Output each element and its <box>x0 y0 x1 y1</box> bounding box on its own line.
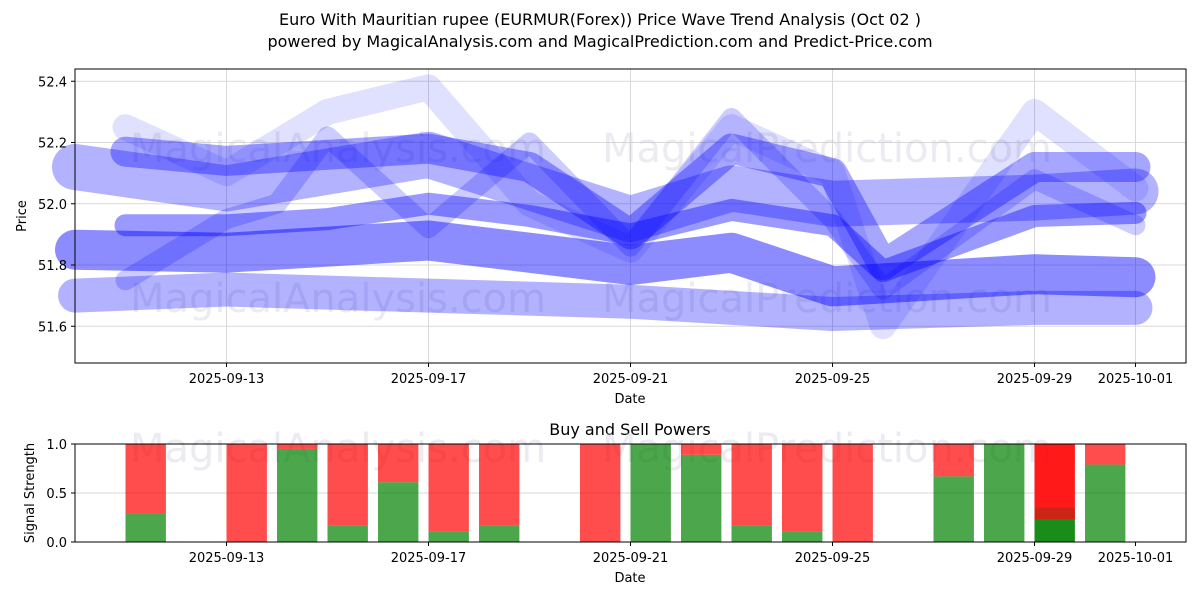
signal-x-tick-label: 2025-09-21 <box>593 551 669 566</box>
buy-sell-chart: Buy and Sell Powers MagicalAnalysis.com … <box>23 420 1186 586</box>
sell-bar <box>782 444 822 531</box>
signal-x-tick-label: 2025-09-29 <box>997 551 1073 566</box>
buy-bar <box>631 444 671 542</box>
sell-bar <box>934 444 974 476</box>
buy-bar <box>782 531 822 542</box>
price-y-tick-label: 52.0 <box>38 198 67 213</box>
signal-x-tick-label: 2025-10-01 <box>1098 551 1174 566</box>
price-x-tick-label: 2025-09-13 <box>189 372 265 387</box>
signal-x-tick-label: 2025-09-17 <box>391 551 467 566</box>
buy-bar <box>1085 465 1125 542</box>
price-x-tick-label: 2025-09-17 <box>391 372 467 387</box>
buy-bar <box>934 476 974 542</box>
buy-bar <box>277 449 317 542</box>
sell-bar <box>681 444 721 455</box>
buy-bar <box>328 525 368 542</box>
price-x-axis-label: Date <box>614 392 645 407</box>
price-y-tick-label: 51.6 <box>38 320 67 335</box>
buy-bar <box>126 514 166 542</box>
signal-x-tick-label: 2025-09-13 <box>189 551 265 566</box>
signal-y-axis-label: Signal Strength <box>23 443 38 543</box>
signal-y-tick-label: 0.5 <box>46 487 67 502</box>
chart-canvas: MagicalAnalysis.com MagicalPrediction.co… <box>0 0 1200 600</box>
sell-bar <box>580 444 620 542</box>
overlap-band <box>1035 508 1075 520</box>
sell-bar <box>732 444 772 525</box>
signal-x-ticks: 2025-09-13 2025-09-17 2025-09-21 2025-09-25… <box>189 542 1174 566</box>
sell-bar <box>378 444 418 482</box>
buy-bar <box>984 444 1024 542</box>
buy-bar <box>681 455 721 542</box>
price-y-tick-label: 52.4 <box>38 75 67 90</box>
signal-x-tick-label: 2025-09-25 <box>795 551 871 566</box>
sell-bar <box>277 444 317 449</box>
price-y-tick-label: 51.8 <box>38 259 67 274</box>
buy-bar <box>429 531 469 542</box>
signal-y-tick-label: 0.0 <box>46 536 67 551</box>
buy-bar <box>1035 519 1075 542</box>
price-x-tick-label: 2025-09-29 <box>997 372 1073 387</box>
price-x-tick-label: 2025-09-21 <box>593 372 669 387</box>
sell-bar <box>429 444 469 531</box>
signal-y-tick-label: 1.0 <box>46 438 67 453</box>
sell-bar <box>126 444 166 514</box>
buy-bar <box>479 525 519 542</box>
price-x-tick-label: 2025-09-25 <box>795 372 871 387</box>
buy-bar <box>378 482 418 542</box>
signal-y-ticks: 0.0 0.5 1.0 <box>46 438 75 551</box>
signal-x-axis-label: Date <box>614 571 645 586</box>
sell-bar <box>479 444 519 525</box>
sell-bar <box>1085 444 1125 465</box>
price-x-ticks: 2025-09-13 2025-09-17 2025-09-21 2025-09-25… <box>189 363 1174 387</box>
price-y-tick-label: 52.2 <box>38 137 67 152</box>
buy-bar <box>732 525 772 542</box>
sell-bar <box>227 444 267 542</box>
price-x-tick-label: 2025-10-01 <box>1098 372 1174 387</box>
price-y-axis-label: Price <box>15 200 30 232</box>
price-wave-chart: MagicalAnalysis.com MagicalPrediction.co… <box>15 69 1186 407</box>
sell-bar <box>328 444 368 525</box>
sell-bar <box>833 444 873 542</box>
